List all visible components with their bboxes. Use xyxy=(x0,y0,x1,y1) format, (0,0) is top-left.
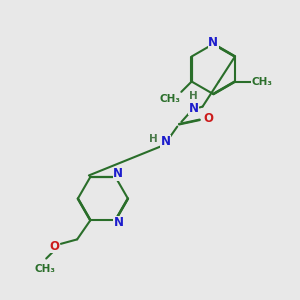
Text: CH₃: CH₃ xyxy=(252,76,273,86)
Text: N: N xyxy=(114,216,124,229)
Text: H: H xyxy=(149,134,158,144)
Text: N: N xyxy=(113,167,123,181)
Text: N: N xyxy=(189,101,199,115)
Text: N: N xyxy=(161,135,171,148)
Text: CH₃: CH₃ xyxy=(160,94,181,104)
Text: O: O xyxy=(203,112,213,125)
Text: CH₃: CH₃ xyxy=(34,264,55,274)
Text: O: O xyxy=(50,240,59,253)
Text: H: H xyxy=(189,91,198,101)
Text: N: N xyxy=(208,36,218,49)
